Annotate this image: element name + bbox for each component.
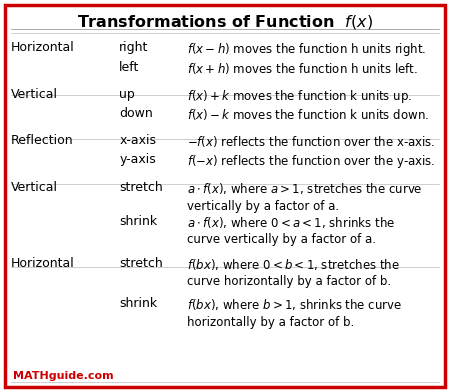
Text: Horizontal: Horizontal — [11, 257, 75, 270]
Text: shrink: shrink — [119, 215, 158, 228]
Text: $f(-x)$ reflects the function over the y-axis.: $f(-x)$ reflects the function over the y… — [187, 153, 435, 170]
Text: x-axis: x-axis — [119, 134, 156, 147]
Text: Vertical: Vertical — [11, 88, 58, 101]
Text: MATHguide.com: MATHguide.com — [14, 371, 114, 381]
Text: shrink: shrink — [119, 297, 158, 310]
Text: right: right — [119, 41, 148, 54]
Text: Vertical: Vertical — [11, 181, 58, 194]
Text: Reflection: Reflection — [11, 134, 74, 147]
Text: $f(x) + k$ moves the function k units up.: $f(x) + k$ moves the function k units up… — [187, 88, 412, 105]
Text: $f(x - h)$ moves the function h units right.: $f(x - h)$ moves the function h units ri… — [187, 41, 426, 58]
Text: stretch: stretch — [119, 181, 163, 194]
Text: $f(bx)$, where $b > 1$, shrinks the curve
horizontally by a factor of b.: $f(bx)$, where $b > 1$, shrinks the curv… — [187, 297, 402, 328]
Text: stretch: stretch — [119, 257, 163, 270]
Text: Horizontal: Horizontal — [11, 41, 75, 54]
Text: $a \cdot f(x)$, where $a > 1$, stretches the curve
vertically by a factor of a.: $a \cdot f(x)$, where $a > 1$, stretches… — [187, 181, 423, 212]
Text: $f(x) - k$ moves the function k units down.: $f(x) - k$ moves the function k units do… — [187, 107, 429, 122]
Text: $a \cdot f(x)$, where $0 < a < 1$, shrinks the
curve vertically by a factor of a: $a \cdot f(x)$, where $0 < a < 1$, shrin… — [187, 215, 395, 246]
FancyBboxPatch shape — [5, 5, 445, 387]
Text: $f(bx)$, where $0 < b < 1$, stretches the
curve horizontally by a factor of b.: $f(bx)$, where $0 < b < 1$, stretches th… — [187, 257, 400, 288]
Text: left: left — [119, 61, 140, 74]
Text: down: down — [119, 107, 153, 120]
Text: $f(x + h)$ moves the function h units left.: $f(x + h)$ moves the function h units le… — [187, 61, 418, 76]
Text: y-axis: y-axis — [119, 153, 156, 166]
Text: $-f(x)$ reflects the function over the x-axis.: $-f(x)$ reflects the function over the x… — [187, 134, 435, 149]
Text: up: up — [119, 88, 135, 101]
Text: Transformations of Function  $f(x)$: Transformations of Function $f(x)$ — [77, 13, 373, 31]
